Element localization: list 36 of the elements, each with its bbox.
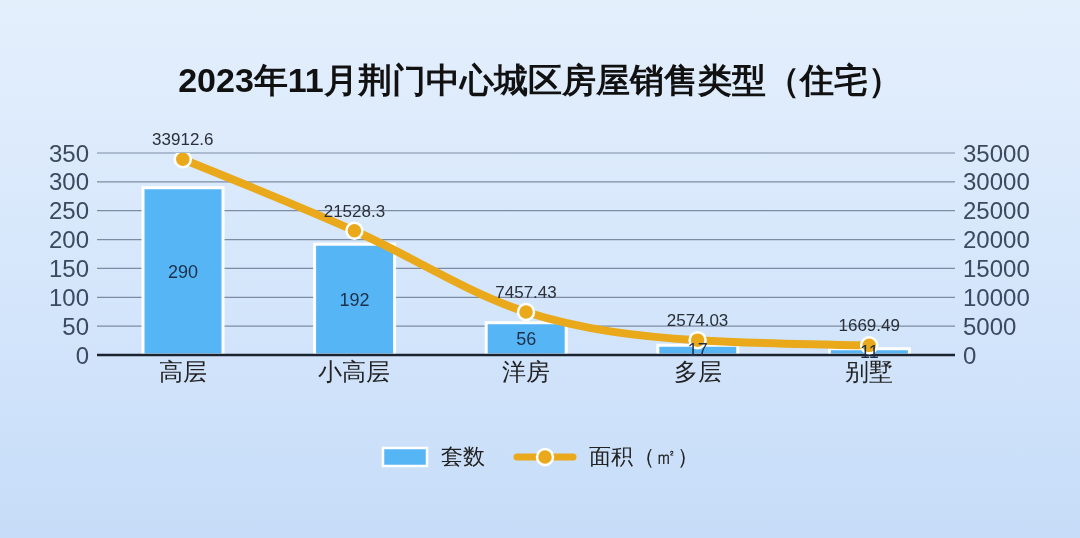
bar (141, 186, 225, 355)
legend-label: 面积（㎡） (589, 444, 699, 469)
data-label: 2574.03 (666, 311, 729, 331)
point (516, 302, 536, 322)
y2-tick-label: 30000 (963, 168, 1030, 196)
y2-tick-label: 0 (963, 341, 977, 369)
y2-tick-label: 25000 (963, 197, 1030, 225)
data-label: 1669.49 (838, 316, 900, 336)
y2-tick-label: 5000 (963, 312, 1017, 340)
y2-tick-label: 15000 (963, 254, 1030, 282)
x-tick-label: 高层 (158, 358, 207, 386)
y-tick-label: 250 (48, 197, 89, 225)
data-label: 290 (167, 261, 199, 282)
y-tick-label: 50 (62, 312, 89, 340)
y2-tick-label: 35000 (963, 139, 1030, 167)
chart-title: 2023年11月荆门中心城区房屋销售类型（住宅） (177, 60, 903, 101)
data-label: 7457.43 (495, 282, 557, 302)
data-label: 21528.3 (323, 201, 386, 221)
y-tick-label: 300 (48, 168, 89, 196)
legend-label: 套数 (441, 444, 485, 469)
y-tick-label: 0 (75, 341, 89, 369)
data-label: 192 (339, 289, 370, 310)
x-tick-label: 多层 (673, 358, 722, 386)
bar (313, 242, 397, 355)
y-tick-label: 100 (48, 283, 89, 311)
point (345, 221, 364, 240)
y2-tick-label: 10000 (963, 283, 1030, 311)
y-tick-label: 350 (48, 139, 89, 167)
data-label: 33912.6 (152, 130, 214, 150)
y-tick-label: 200 (48, 226, 89, 254)
data-label: 56 (516, 329, 537, 350)
x-tick-label: 洋房 (502, 358, 550, 386)
y-tick-label: 150 (48, 254, 89, 282)
x-tick-label: 小高层 (318, 358, 391, 386)
point (173, 153, 193, 169)
y2-tick-label: 20000 (963, 226, 1030, 254)
